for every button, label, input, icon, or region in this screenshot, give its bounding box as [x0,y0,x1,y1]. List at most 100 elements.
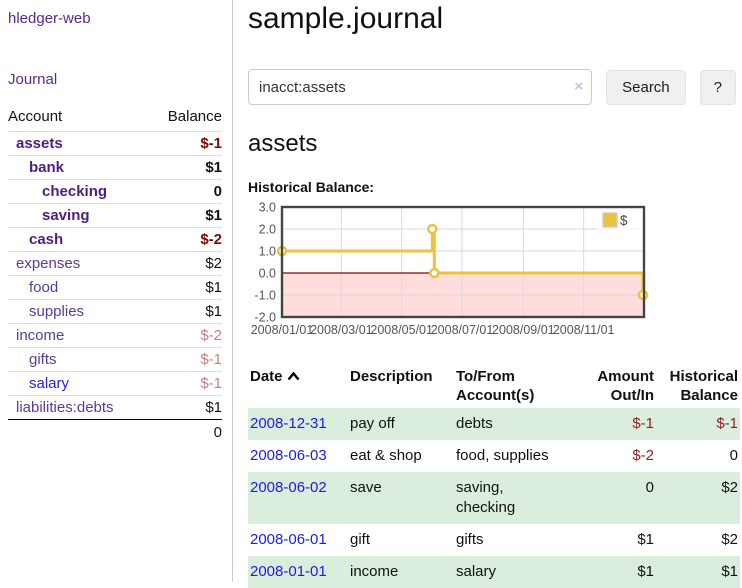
transaction-balance: 0 [729,447,738,464]
accounts-total-row: 0 [8,419,222,446]
transaction-date-link[interactable]: 2008-06-02 [250,479,327,496]
x-axis-tick: 2008/01/01 [251,323,314,337]
transaction-amount: $-2 [632,447,654,464]
transaction-amount: 0 [645,479,654,496]
accounts-table: Account Balance assets $-1 bank $1 checking 0… [8,104,222,445]
sidebar-account-income[interactable]: income [16,327,65,344]
x-axis-tick: 2008/07/01 [431,323,494,337]
account-balance: $1 [205,279,222,296]
help-button[interactable]: ? [699,69,736,105]
y-axis-tick: -2.0 [254,311,276,325]
transaction-balance: $-1 [716,415,738,432]
balance-chart: $3.0 2.0 1.0 0.0 -1.0 -2.0 2008/01/01 2008/03/0… [248,201,736,348]
account-balance: 0 [213,183,222,200]
sidebar-account-row: salary $-1 [8,371,222,396]
account-balance: $1 [205,399,222,416]
transaction-accounts: gifts [456,531,484,548]
transaction-amount: $1 [637,531,654,548]
transaction-date-link[interactable]: 2008-01-01 [250,563,327,580]
account-balance: $1 [205,303,222,320]
sidebar-account-bank[interactable]: bank [29,159,65,176]
sidebar-account-row: liabilities:debts $1 [8,395,222,420]
sidebar-account-row: assets $-1 [8,131,222,156]
table-row: 2008-12-31 pay off debts $-1 $-1 [248,408,740,440]
x-axis-tick: 2008/09/01 [492,323,555,337]
sidebar-account-expenses[interactable]: expenses [16,255,81,272]
sidebar-account-cash[interactable]: cash [29,231,64,248]
register-col-accounts: To/From Account(s) [456,368,535,404]
sidebar-account-row: income $-2 [8,323,222,348]
transaction-description: income [350,563,399,580]
account-balance: $-2 [200,327,222,344]
main-content: sample.journal × Search ? assets Histori… [234,0,742,588]
transaction-balance: $2 [721,531,738,548]
transaction-description: save [350,479,382,496]
y-axis-tick: 0.0 [259,267,276,281]
y-axis-tick: 2.0 [259,223,276,237]
register-col-amount: Amount Out/In [597,368,654,404]
transaction-balance: $2 [721,479,738,496]
sidebar-account-row: bank $1 [8,155,222,180]
table-row: 2008-06-01 gift gifts $1 $2 [248,524,740,556]
accounts-total-value: 0 [213,424,222,441]
sidebar-account-gifts[interactable]: gifts [29,351,57,368]
x-axis-tick: 2008/03/01 [310,323,373,337]
sidebar-account-row: food $1 [8,275,222,300]
transaction-accounts: food, supplies [456,447,549,464]
sidebar-account-food[interactable]: food [29,279,59,296]
transaction-balance: $1 [721,563,738,580]
sidebar-account-salary[interactable]: salary [29,375,70,392]
transaction-date-link[interactable]: 2008-06-03 [250,447,327,464]
sidebar-account-supplies[interactable]: supplies [29,303,85,320]
sidebar-accounts-body: assets $-1 bank $1 checking 0 saving $1 cash $-2 e… [8,131,222,420]
sidebar-item-journal[interactable]: Journal [8,71,58,88]
y-axis-tick: 3.0 [259,201,276,215]
transaction-accounts: saving, checking [456,479,516,516]
search-input[interactable] [248,69,593,105]
table-row: 2008-01-01 income salary $1 $1 [248,556,740,588]
transaction-date-link[interactable]: 2008-12-31 [250,415,327,432]
account-balance: $-1 [200,375,222,392]
x-axis-tick: 2008/05/01 [370,323,433,337]
sidebar-account-row: saving $1 [8,203,222,228]
balance-chart-svg: $3.0 2.0 1.0 0.0 -1.0 -2.02008/01/012008/03/0… [251,201,649,337]
sidebar-account-assets[interactable]: assets [16,135,63,152]
y-axis-tick: -1.0 [254,289,276,303]
chart-title: Historical Balance: [248,179,375,195]
transaction-amount: $1 [637,563,654,580]
account-balance: $-1 [200,351,222,368]
page-title: sample.journal [248,2,444,35]
clear-search-icon[interactable]: × [574,78,584,95]
account-balance: $-1 [200,135,222,152]
search-button[interactable]: Search [606,69,686,105]
transaction-description: pay off [350,415,395,432]
sidebar-account-row: checking 0 [8,179,222,204]
register-col-description: Description [350,368,433,385]
transaction-date-link[interactable]: 2008-06-01 [250,531,327,548]
legend-swatch [602,212,618,228]
x-axis-tick: 2008/11/01 [553,323,615,337]
account-balance: $2 [205,255,222,272]
transaction-description: eat & shop [350,447,422,464]
sidebar-account-row: gifts $-1 [8,347,222,372]
sidebar-account-row: supplies $1 [8,299,222,324]
register-table: Date Description To/From Account(s) Amou… [248,364,740,588]
y-axis-tick: 1.0 [259,245,276,259]
legend-label: $ [620,213,628,228]
table-row: 2008-06-02 save saving, checking 0 $2 [248,472,740,524]
brand-link[interactable]: hledger-web [8,10,91,27]
sidebar-account-liabilities-debts[interactable]: liabilities:debts [16,399,114,416]
account-title: assets [248,130,318,157]
sidebar-account-row: expenses $2 [8,251,222,276]
transaction-accounts: debts [456,415,493,432]
sidebar-account-row: cash $-2 [8,227,222,252]
account-balance: $1 [205,207,222,224]
sidebar: hledger-web Journal Account Balance asse… [0,0,233,582]
search-form: × Search ? [248,69,736,105]
account-balance: $1 [205,159,222,176]
register-body: 2008-12-31 pay off debts $-1 $-1 2008-06-03 ea… [248,408,740,588]
register-col-date[interactable]: Date [248,364,348,408]
transaction-amount: $-1 [632,415,654,432]
sidebar-account-checking[interactable]: checking [42,183,108,200]
sidebar-account-saving[interactable]: saving [42,207,90,224]
